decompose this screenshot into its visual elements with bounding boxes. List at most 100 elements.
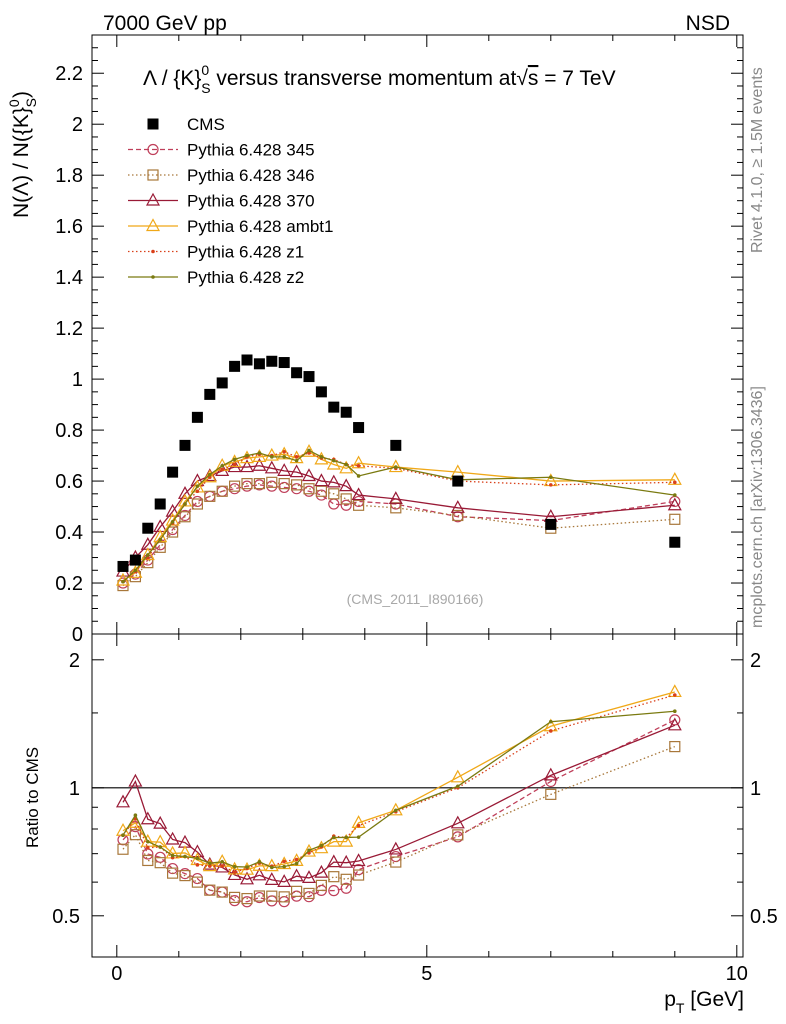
x-tick-label: 10 [726,963,748,985]
series-pythia-6-428-ambt1 [115,443,682,586]
main-series [115,354,682,592]
data-point [239,459,255,473]
data-point [452,509,464,522]
y-tick-label: 1.4 [55,267,83,289]
y-tick-label: 0.8 [55,420,83,442]
data-point [220,463,224,468]
data-point [294,857,299,862]
data-point [314,864,329,878]
data-point [326,833,341,847]
data-point [301,468,317,482]
ratio-tick-label-right: 0.5 [750,906,778,928]
data-point [340,882,352,894]
header-left-label: 7000 GeV pp [103,12,227,35]
data-point [151,249,155,254]
data-point [307,848,311,853]
data-point [669,536,681,548]
series-pythia-6-428-370 [115,458,682,577]
y-tick-label: 0.2 [55,573,83,595]
data-point [315,879,327,891]
data-point [239,871,255,885]
data-point [344,462,349,467]
data-point [353,499,365,511]
data-point [452,829,464,841]
data-point [153,815,168,829]
data-point [121,579,125,584]
data-point [289,868,304,882]
data-point [145,192,161,206]
legend-entry: Pythia 6.428 ambt1 [128,217,333,236]
x-tick-label: 5 [421,963,432,985]
ratio-series-pythia-6-428-346 [117,740,681,905]
data-point [257,451,262,455]
data-point [339,833,354,847]
data-point [264,460,279,474]
data-point [170,520,175,524]
data-point [301,443,317,457]
data-point [340,499,352,511]
legend-entry: CMS [147,115,225,134]
data-point [158,537,162,542]
data-point [208,864,212,868]
data-point [264,447,279,461]
data-point [388,491,403,505]
y-tick-label: 2.2 [55,63,83,85]
y-tick-label: 0.6 [55,471,83,493]
series-pythia-6-428-345 [117,479,681,589]
legend-label: CMS [187,115,225,134]
data-point [191,495,203,508]
legend-entry: Pythia 6.428 346 [128,166,315,185]
data-point [245,865,249,869]
data-point [133,813,138,818]
ratio-series-pythia-6-428-ambt1 [115,684,682,875]
data-point [340,493,352,505]
y-tick-label: 1.8 [55,165,83,187]
data-point [190,844,205,858]
data-point [328,885,340,897]
ratio-series-pythia-6-428-370 [115,717,682,887]
data-point [191,876,203,888]
axes-ticks: 0 5 10 0 0.2 0.4 0.6 0.8 1 1.2 1.4 1.6 1.8 2 2.2 0.5 0.5… [52,34,778,985]
data-point [195,489,200,494]
data-point [294,861,299,866]
data-point [356,463,361,468]
data-point [202,856,217,870]
data-point [158,845,162,849]
legend-entry: Pythia 6.428 345 [128,141,315,160]
data-point [351,853,366,867]
data-point [388,459,403,473]
data-point [301,870,317,884]
ratio-y-axis-label: Ratio to CMS [23,747,42,848]
data-point [303,887,315,900]
data-point [167,466,179,478]
data-point [452,475,464,487]
data-point [145,218,161,232]
data-point [303,483,315,495]
data-point [146,553,150,557]
data-point [545,788,557,800]
x-axis-label: pT [GeV] [664,988,744,1016]
data-point [266,890,278,902]
mcplots-label: mcplots.cern.ch [arXiv:1306.3436] [749,386,766,628]
data-point [549,719,553,724]
data-point [549,475,553,480]
data-point [179,869,191,882]
data-point [177,486,193,499]
data-point [319,843,324,848]
data-point [154,857,166,869]
data-point [245,453,249,458]
y-tick-label: 1 [72,369,83,391]
legend-label: Pythia 6.428 345 [187,141,315,160]
data-point [208,472,212,477]
data-point [450,769,465,783]
data-point [277,463,292,476]
legend-label: Pythia 6.428 z1 [187,243,304,262]
header-right-label: NSD [686,12,730,35]
data-point [252,857,267,871]
data-point [291,479,303,491]
data-point [266,355,278,367]
data-point [147,169,159,181]
ratio-tick-label: 1 [69,778,80,800]
data-point [229,483,241,495]
y-tick-label: 1.2 [55,318,83,340]
